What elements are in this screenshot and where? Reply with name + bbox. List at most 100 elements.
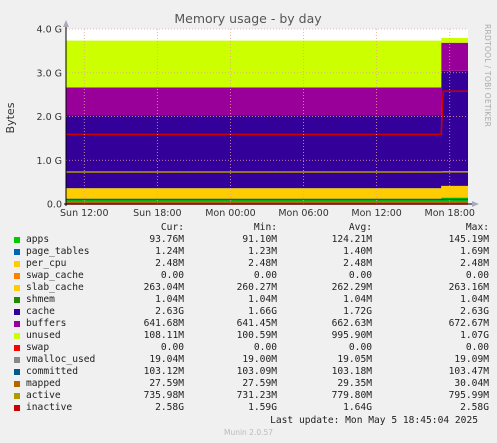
x-tick-label: Sun 18:00 xyxy=(133,208,181,219)
legend-row-page-tables: page_tables 1.24M 1.23M 1.40M 1.69M xyxy=(12,246,490,258)
legend-cur: 103.12M xyxy=(143,366,184,377)
legend-max: 2.63G xyxy=(460,306,489,317)
rrdtool-side-label: RRDTOOL / TOBI OETIKER xyxy=(483,24,492,127)
legend-avg: 995.90M xyxy=(331,330,372,341)
y-axis-ticks: 0.0 1.0 G 2.0 G 3.0 G 4.0 G xyxy=(37,25,63,211)
legend-min: 1.66G xyxy=(248,306,277,317)
y-tick-label: 0.0 xyxy=(47,200,62,211)
legend-min: 0.00 xyxy=(253,342,277,353)
chart-grid xyxy=(66,28,468,204)
legend-row-buffers: buffers 641.68M 641.45M 662.63M 672.67M xyxy=(12,318,490,330)
legend-cur: 1.04M xyxy=(155,294,184,305)
chart-lines xyxy=(66,90,468,205)
y-axis-arrow xyxy=(63,20,69,27)
legend-row-committed: committed 103.12M 103.09M 103.18M 103.47M xyxy=(12,366,490,378)
x-axis-ticks: Sun 12:00 Sun 18:00 Mon 00:00 Mon 06:00 Mon … xyxy=(60,208,475,219)
legend-max: 263.16M xyxy=(448,282,489,293)
legend-min: 260.27M xyxy=(236,282,277,293)
legend-max: 672.67M xyxy=(448,318,489,329)
legend-avg: 29.35M xyxy=(337,378,372,389)
legend-max: 1.69M xyxy=(460,246,489,257)
legend-min: 641.45M xyxy=(236,318,277,329)
area-cache xyxy=(66,70,468,189)
legend-header-cur: Cur: xyxy=(160,222,184,233)
legend-cur: 108.11M xyxy=(143,330,184,341)
legend-name: unused xyxy=(26,330,61,341)
legend-cur: 263.04M xyxy=(143,282,184,293)
legend-avg: 1.72G xyxy=(343,306,372,317)
legend-min: 100.59M xyxy=(236,330,277,341)
legend-min: 19.00M xyxy=(242,354,277,365)
legend-max: 145.19M xyxy=(448,234,489,245)
legend-cur: 0.00 xyxy=(160,270,184,281)
chart-title: Memory usage - by day xyxy=(174,11,322,26)
legend-avg: 0.00 xyxy=(348,342,372,353)
y-tick-label: 4.0 G xyxy=(37,25,63,36)
y-tick-label: 2.0 G xyxy=(37,112,63,123)
legend-min: 1.04M xyxy=(248,294,277,305)
legend-row-apps: apps 93.76M 91.10M 124.21M 145.19M xyxy=(12,234,490,246)
legend-swatch xyxy=(14,357,20,363)
legend-name: vmalloc_used xyxy=(26,354,96,365)
legend-min: 91.10M xyxy=(242,234,277,245)
legend-cur: 93.76M xyxy=(149,234,184,245)
legend-name: buffers xyxy=(26,318,67,329)
legend-cur: 1.24M xyxy=(155,246,184,257)
legend-swatch xyxy=(14,393,20,399)
legend-row-active: active 735.98M 731.23M 779.80M 795.99M xyxy=(12,390,490,402)
legend-cur: 2.48M xyxy=(155,258,184,269)
y-axis-label: Bytes xyxy=(4,102,17,133)
legend-avg: 262.29M xyxy=(331,282,372,293)
legend-avg: 103.18M xyxy=(331,366,372,377)
legend-name: page_tables xyxy=(26,246,90,257)
area-slab-cache xyxy=(66,185,468,200)
legend-avg: 19.05M xyxy=(337,354,372,365)
legend-rows: apps 93.76M 91.10M 124.21M 145.19M page_table… xyxy=(12,234,490,414)
legend-swatch xyxy=(14,369,20,375)
y-tick-label: 3.0 G xyxy=(37,68,63,79)
legend-header-min: Min: xyxy=(253,222,277,233)
legend-min: 2.48M xyxy=(248,258,277,269)
legend-name: slab_cache xyxy=(26,282,84,293)
legend-row-unused: unused 108.11M 100.59M 995.90M 1.07G xyxy=(12,330,490,342)
legend-name: committed xyxy=(26,366,78,377)
legend-avg: 1.64G xyxy=(343,402,372,413)
legend-max: 30.04M xyxy=(454,378,489,389)
legend-avg: 124.21M xyxy=(331,234,372,245)
legend-row-swap-cache: swap_cache 0.00 0.00 0.00 0.00 xyxy=(12,270,490,282)
legend-table: Cur: Min: Avg: Max: apps 93.76M 91.10M 124.… xyxy=(12,221,490,426)
legend-swatch xyxy=(14,237,20,243)
legend-max: 2.48M xyxy=(460,258,489,269)
legend-swatch xyxy=(14,309,20,315)
legend-name: per_cpu xyxy=(26,258,67,269)
legend-swatch xyxy=(14,405,20,411)
legend-row-cache: cache 2.63G 1.66G 1.72G 2.63G xyxy=(12,306,490,318)
legend-min: 27.59M xyxy=(242,378,277,389)
legend-cur: 2.58G xyxy=(155,402,184,413)
chart-areas xyxy=(66,38,468,204)
legend-row-slab-cache: slab_cache 263.04M 260.27M 262.29M 263.16M xyxy=(12,282,490,294)
legend-header: Cur: Min: Avg: Max: xyxy=(12,221,490,234)
legend-cur: 19.04M xyxy=(149,354,184,365)
legend-name: swap xyxy=(26,342,50,353)
legend-name: mapped xyxy=(26,378,61,389)
x-tick-label: Mon 12:00 xyxy=(351,208,401,219)
legend-swatch xyxy=(14,285,20,291)
legend-cur: 0.00 xyxy=(160,342,184,353)
legend-max: 795.99M xyxy=(448,390,489,401)
x-tick-label: Sun 12:00 xyxy=(60,208,108,219)
legend-row-mapped: mapped 27.59M 27.59M 29.35M 30.04M xyxy=(12,378,490,390)
legend-header-max: Max: xyxy=(465,222,489,233)
x-tick-label: Mon 06:00 xyxy=(278,208,328,219)
x-tick-label: Mon 18:00 xyxy=(425,208,475,219)
legend-name: swap_cache xyxy=(26,270,84,281)
legend-name: shmem xyxy=(26,294,55,305)
legend-max: 19.09M xyxy=(454,354,489,365)
legend-name: inactive xyxy=(26,402,73,413)
legend-max: 0.00 xyxy=(465,342,489,353)
last-update: Last update: Mon May 5 18:45:04 2025 xyxy=(270,415,478,426)
legend-min: 0.00 xyxy=(253,270,277,281)
memory-chart: 0.0 1.0 G 2.0 G 3.0 G 4.0 G Sun 12:00 Sun 18:… xyxy=(4,11,492,219)
legend-name: active xyxy=(26,390,61,401)
legend-min: 1.59G xyxy=(248,402,277,413)
